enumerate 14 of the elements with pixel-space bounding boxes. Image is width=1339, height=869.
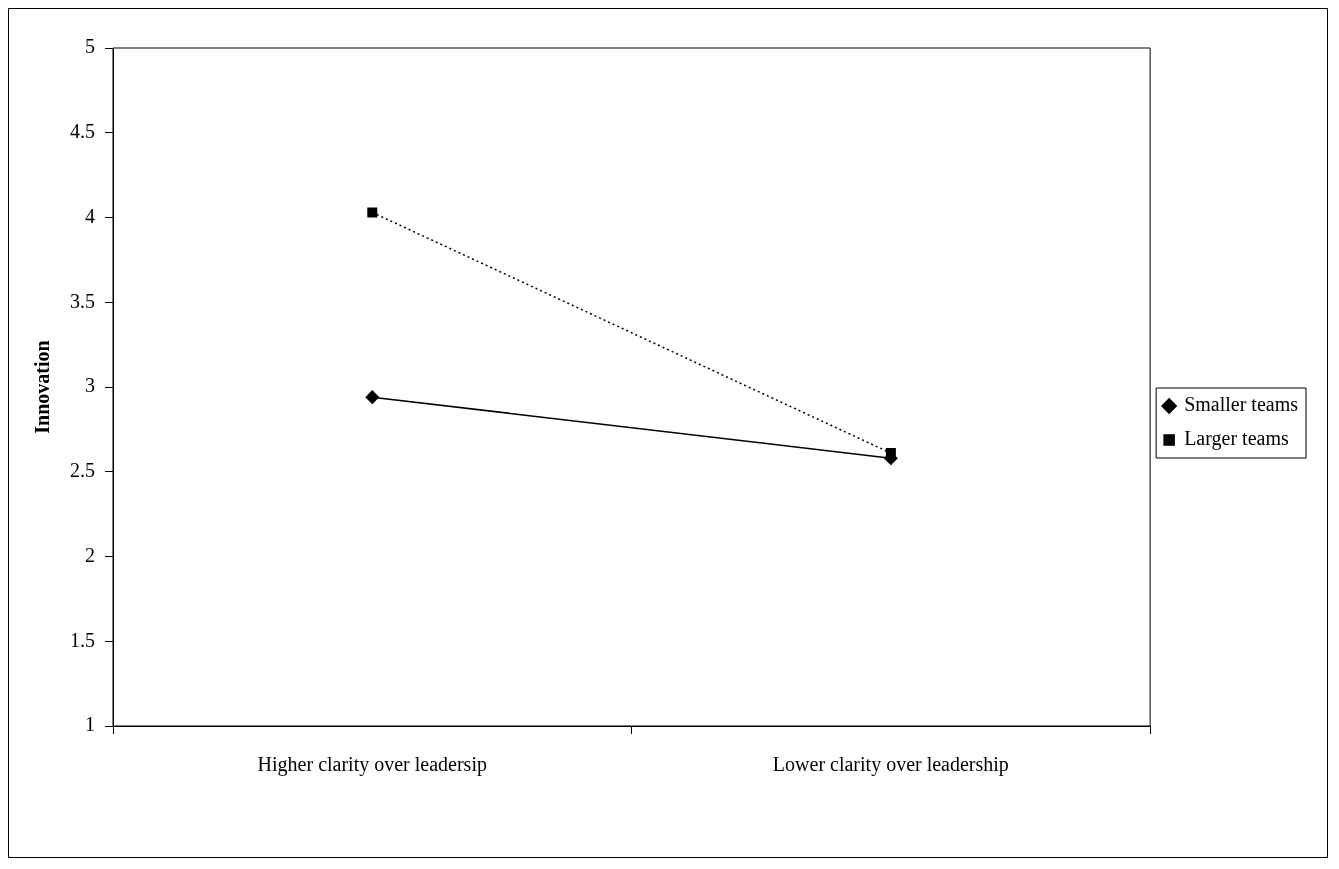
x-tick-label: Higher clarity over leadersip: [257, 753, 487, 777]
y-tick-label: 5: [85, 35, 95, 58]
y-axis-title: Innovation: [31, 340, 54, 434]
y-tick-label: 3: [85, 374, 95, 397]
y-tick-label: 2.5: [70, 459, 95, 481]
y-tick-label: 1: [85, 713, 95, 736]
y-tick-label: 4: [85, 204, 95, 227]
legend-label: Larger teams: [1184, 427, 1289, 451]
y-tick-label: 3.5: [70, 289, 95, 312]
legend-label: Smaller teams: [1184, 393, 1299, 416]
x-tick-label: Lower clarity over leadership: [772, 753, 1009, 777]
y-tick-label: 2: [85, 543, 95, 566]
y-tick-label: 1.5: [70, 628, 95, 651]
y-tick-label: 4.5: [70, 120, 95, 142]
